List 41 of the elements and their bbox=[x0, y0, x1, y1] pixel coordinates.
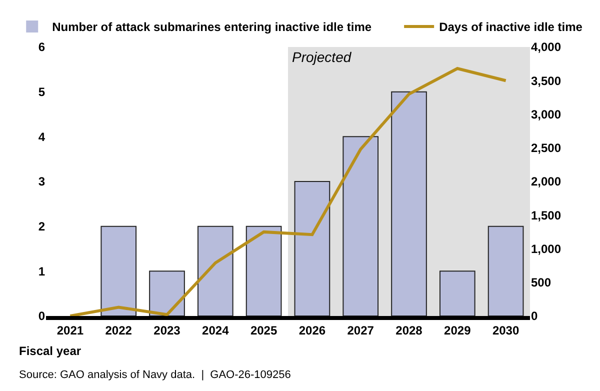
band-label: Projected bbox=[292, 49, 352, 65]
bar bbox=[197, 226, 234, 316]
y-tick-label: 3 bbox=[38, 174, 46, 189]
y2-tick-label: 2,000 bbox=[531, 174, 562, 189]
y2-tick-label: 0 bbox=[531, 309, 538, 324]
line-series bbox=[68, 67, 508, 316]
y-tick-label: 5 bbox=[38, 85, 46, 100]
y-tick-label: 0 bbox=[38, 309, 46, 324]
y2-tick-label: 3,000 bbox=[531, 107, 562, 122]
legend-label: Number of attack submarines entering inactive idle time bbox=[52, 20, 372, 34]
y-tick-label: 6 bbox=[38, 40, 46, 54]
y2-tick-label: 500 bbox=[531, 276, 552, 290]
x-tick-label: 2024 bbox=[202, 323, 230, 338]
y2-tick-label: 1,500 bbox=[531, 208, 562, 222]
bar bbox=[149, 270, 185, 316]
y2-tick-label: 2,500 bbox=[531, 141, 562, 156]
bar bbox=[100, 226, 137, 316]
y2-tick-label: 4,000 bbox=[531, 40, 562, 54]
x-axis-title: Fiscal year bbox=[19, 344, 82, 358]
y-tick-label: 1 bbox=[38, 264, 46, 278]
bar bbox=[342, 136, 379, 316]
x-tick-label: 2030 bbox=[492, 323, 520, 338]
bar bbox=[391, 91, 427, 316]
bar bbox=[439, 270, 476, 316]
x-tick-label: 2023 bbox=[154, 323, 181, 338]
bar bbox=[488, 226, 524, 316]
y-tick-label: 2 bbox=[38, 220, 46, 234]
source-note: Source: GAO analysis of Navy data. | GAO-26-109256 bbox=[19, 369, 291, 381]
x-tick-label: 2021 bbox=[56, 323, 84, 338]
y2-tick-label: 3,500 bbox=[531, 74, 562, 88]
x-tick-label: 2027 bbox=[347, 323, 374, 338]
x-tick-label: 2028 bbox=[396, 323, 423, 338]
bar bbox=[246, 226, 282, 316]
y-tick-label: 4 bbox=[38, 130, 46, 144]
x-tick-label: 2025 bbox=[250, 323, 278, 338]
legend-label: Days of inactive idle time bbox=[439, 20, 583, 34]
x-tick-label: 2026 bbox=[298, 323, 326, 338]
x-tick-label: 2029 bbox=[444, 323, 472, 338]
bar bbox=[294, 181, 330, 316]
x-tick-label: 2022 bbox=[105, 323, 132, 338]
y2-tick-label: 1,000 bbox=[531, 242, 562, 256]
